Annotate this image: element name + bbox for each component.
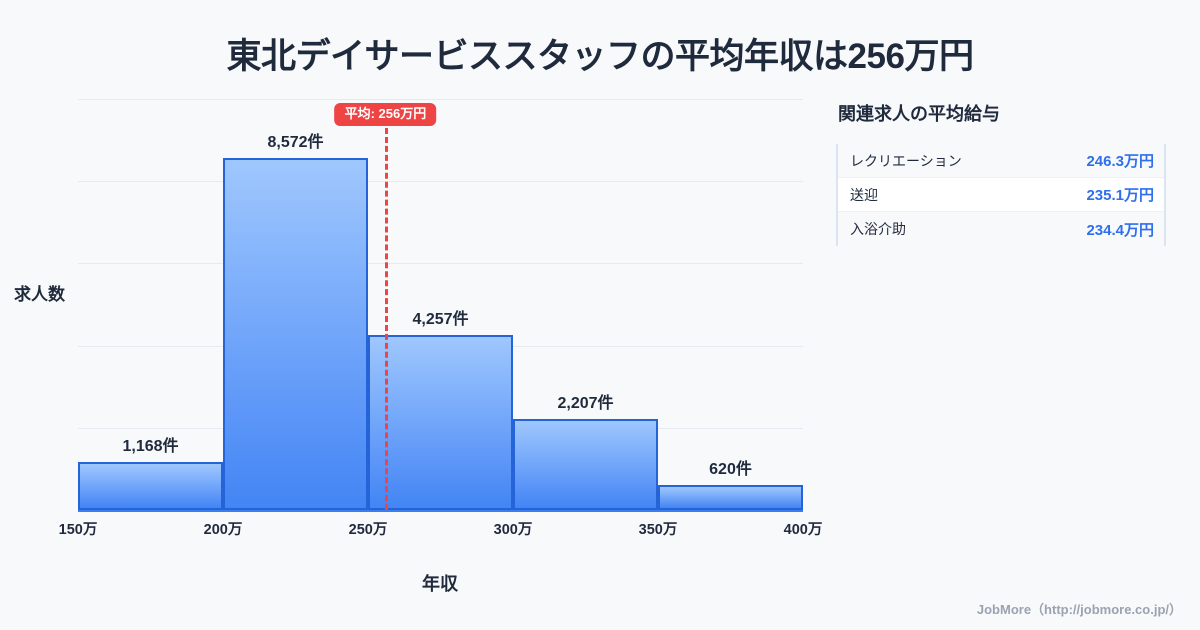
x-tick-label: 250万	[348, 522, 388, 538]
average-salary-value: 234.4万円	[1086, 221, 1154, 239]
y-axis-title: 求人数	[14, 285, 65, 304]
related-salary-panel: 関連求人の平均給与 レクリエーション 246.3万円送迎 235.1万円入浴介助 23…	[836, 100, 1176, 246]
x-tick-label: 200万	[203, 522, 243, 538]
related-salary-table: レクリエーション 246.3万円送迎 235.1万円入浴介助 234.4万円	[836, 144, 1166, 246]
bar-value-label: 620件	[709, 460, 752, 478]
gridline	[78, 181, 803, 183]
average-badge: 平均: 256万円	[334, 103, 437, 127]
gridline	[78, 99, 803, 100]
job-category-label: レクリエーション	[850, 152, 962, 169]
bar-series: 1,168件 8,572件 4,257件 2,207件 620件	[78, 99, 803, 510]
bar-value-label: 1,168件	[122, 438, 179, 455]
panel-heading: 関連求人の平均給与	[838, 104, 1000, 124]
x-tick-label: 400万	[783, 522, 823, 538]
histogram-chart: 求人数 1,168件 8,572件 4,257件 2,207件 620件 150万 200…	[14, 99, 823, 594]
table-row: 送迎 235.1万円	[838, 178, 1164, 212]
histogram-bar	[78, 462, 223, 510]
table-row: 入浴介助 234.4万円	[838, 212, 1164, 246]
bar-value-label: 8,572件	[267, 133, 324, 151]
average-salary-value: 246.3万円	[1086, 153, 1154, 170]
x-tick-label: 350万	[638, 522, 678, 538]
x-tick-label: 300万	[493, 522, 533, 538]
histogram-bar	[223, 157, 368, 510]
table-row: レクリエーション 246.3万円	[838, 144, 1164, 178]
job-category-label: 入浴介助	[850, 221, 906, 237]
histogram-bar	[368, 335, 513, 510]
job-category-label: 送迎	[850, 186, 878, 203]
x-axis-line	[78, 510, 803, 512]
page-title: 東北デイサービススタッフの平均年収は256万円	[226, 37, 974, 76]
bar-value-label: 2,207件	[557, 395, 614, 413]
x-axis-title: 年収	[422, 574, 458, 594]
plot-area: 1,168件 8,572件 4,257件 2,207件 620件	[78, 99, 803, 510]
gridline	[78, 263, 803, 265]
histogram-bar	[658, 484, 803, 510]
average-dashed-line	[385, 128, 389, 510]
average-salary-value: 235.1万円	[1086, 187, 1154, 204]
bar-value-label: 4,257件	[412, 311, 469, 329]
x-tick-label: 150万	[58, 522, 98, 538]
histogram-bar	[513, 419, 658, 510]
site-credit: JobMore（http://jobmore.co.jp/）	[976, 602, 1182, 617]
